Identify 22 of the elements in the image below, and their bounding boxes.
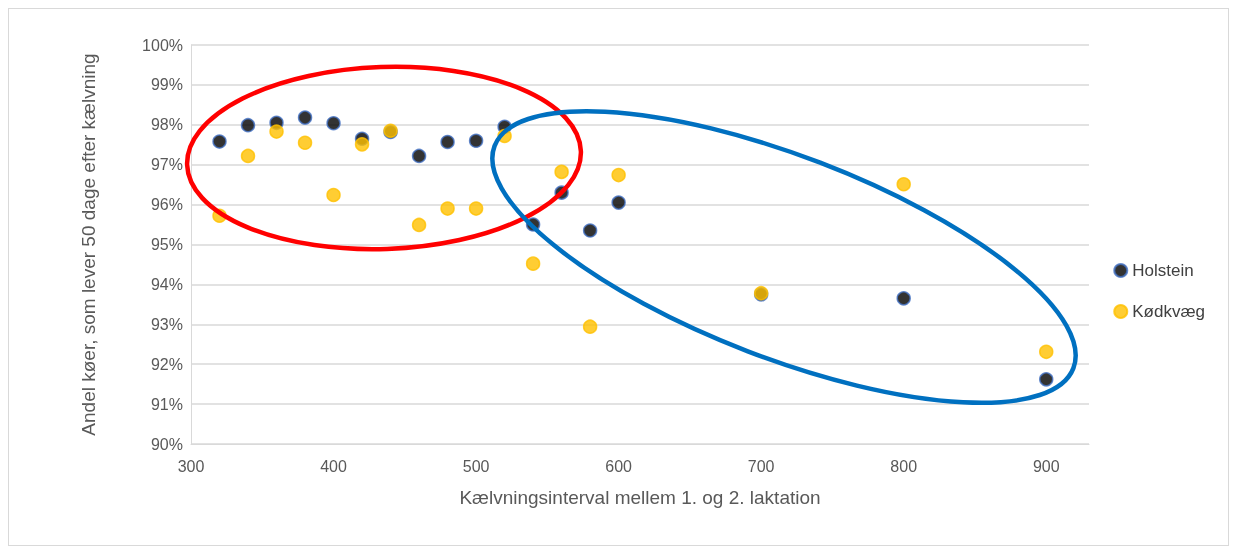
y-tick-label: 100%	[142, 36, 183, 54]
y-tick-label: 96%	[150, 196, 183, 214]
x-tick-label: 300	[177, 457, 205, 475]
x-tick-label: 900	[1032, 457, 1060, 475]
y-tick-label: 90%	[150, 435, 183, 453]
y-tick-label: 95%	[150, 236, 183, 253]
y-tick-label: 97%	[150, 156, 183, 174]
y-tick-label: 98%	[150, 116, 183, 134]
y-tick-label: 91%	[150, 395, 183, 413]
y-tick-label: 93%	[150, 315, 183, 333]
x-tick-label: 500	[462, 457, 490, 475]
y-tick-label: 92%	[150, 355, 183, 373]
legend-label: Kødkvæg	[1132, 302, 1205, 321]
x-axis-title: Kælvningsinterval mellem 1. og 2. laktation	[459, 487, 821, 508]
y-tick-label: 99%	[150, 76, 183, 94]
x-tick-label: 800	[890, 457, 918, 475]
y-axis-title: Andel køer, som lever 50 dage efter kælvning	[77, 53, 99, 436]
x-tick-label: 600	[605, 457, 633, 475]
y-tick-label: 94%	[150, 275, 183, 293]
x-tick-label: 400	[320, 457, 347, 475]
x-tick-label: 700	[747, 457, 775, 475]
legend-label: Holstein	[1132, 261, 1194, 280]
